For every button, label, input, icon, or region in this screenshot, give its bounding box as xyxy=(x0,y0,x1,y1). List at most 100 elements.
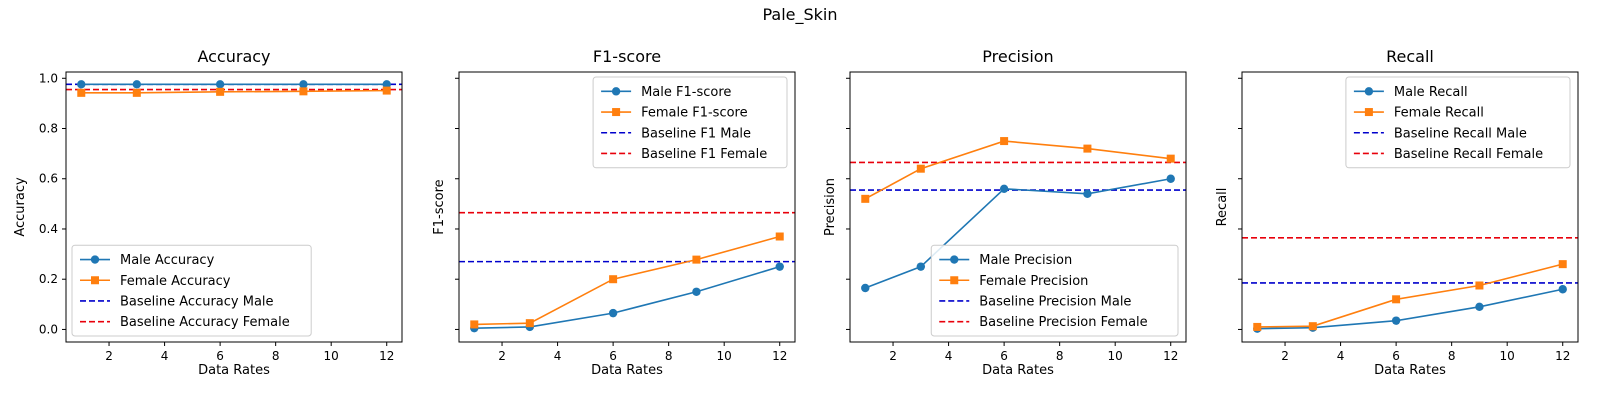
data-point-female xyxy=(77,88,86,97)
x-tick-label: 12 xyxy=(1163,349,1178,363)
legend-marker xyxy=(950,276,959,285)
x-tick-label: 2 xyxy=(105,349,113,363)
chart-title: Accuracy xyxy=(197,47,270,66)
data-point-female xyxy=(1308,322,1317,331)
legend-label: Male F1-score xyxy=(641,85,731,100)
legend-label: Baseline Recall Female xyxy=(1394,147,1543,162)
series-line-male xyxy=(1257,288,1563,330)
axes-frame xyxy=(65,71,403,343)
y-axis-label: Accuracy xyxy=(13,177,28,237)
x-tick-label: 12 xyxy=(379,349,394,363)
legend-box xyxy=(592,76,788,169)
x-axis-label: Data Rates xyxy=(1374,363,1446,378)
data-point-female xyxy=(382,86,391,95)
figure-title: Pale_Skin xyxy=(762,5,838,24)
x-tick-label: 2 xyxy=(1281,349,1289,363)
legend-label: Baseline Precision Female xyxy=(979,315,1147,330)
data-point-female xyxy=(132,88,141,97)
series-line-female xyxy=(1257,263,1563,328)
x-tick-label: 10 xyxy=(1108,349,1123,363)
chart-title: F1-score xyxy=(593,47,661,66)
axes-frame xyxy=(458,71,796,343)
data-point-female xyxy=(525,319,534,328)
data-point-male xyxy=(382,80,391,89)
legend: Male Recall Female Recall Baseline Recall … xyxy=(1345,76,1571,169)
data-point-female xyxy=(1558,260,1567,269)
axes-frame xyxy=(849,71,1187,343)
legend-label: Male Precision xyxy=(979,253,1072,268)
data-point-female xyxy=(1000,137,1009,146)
legend-label: Baseline F1 Female xyxy=(641,147,767,162)
y-tick-label: 0.6 xyxy=(39,172,58,186)
x-tick-label: 10 xyxy=(717,349,732,363)
legend-box xyxy=(71,244,312,337)
x-tick-label: 6 xyxy=(216,349,224,363)
data-point-male xyxy=(1558,285,1567,294)
legend-marker xyxy=(90,255,100,264)
legend-label: Baseline Precision Male xyxy=(979,294,1131,309)
data-point-female xyxy=(1253,322,1262,331)
legend-label: Male Accuracy xyxy=(120,253,215,268)
legend-label: Baseline F1 Male xyxy=(641,126,751,141)
data-point-female xyxy=(299,87,308,96)
data-point-male xyxy=(215,80,225,89)
chart-panel-4: Recall 2 4 6 8 10 12 Data Rates Recall Male Recal… xyxy=(1215,47,1579,378)
data-point-female xyxy=(775,232,784,241)
series-line-female xyxy=(81,89,387,94)
legend: Male F1-score Female F1-score Baseline F1 … xyxy=(592,76,788,169)
data-point-male xyxy=(861,283,870,293)
y-axis-label: Recall xyxy=(1215,188,1230,227)
x-tick-label: 10 xyxy=(324,349,339,363)
chart-title: Precision xyxy=(982,47,1053,66)
chart-panel-3: Precision 2 4 6 8 10 12 Data Rates Precision Male… xyxy=(823,47,1187,378)
chart-panel-2: F1-score 2 4 6 8 10 12 Data Rates F1-score Male F… xyxy=(432,47,796,378)
data-point-female xyxy=(1166,154,1175,163)
y-tick-label: 1.0 xyxy=(39,71,58,85)
x-tick-label: 2 xyxy=(889,349,897,363)
x-axis-label: Data Rates xyxy=(198,363,270,378)
data-point-male xyxy=(1166,174,1175,183)
x-tick-label: 8 xyxy=(1056,349,1064,363)
x-tick-label: 4 xyxy=(1337,349,1345,363)
y-axis-label: Precision xyxy=(823,178,838,236)
data-point-female xyxy=(916,164,925,173)
data-point-male xyxy=(999,184,1009,193)
legend-box xyxy=(1345,76,1571,169)
data-point-male xyxy=(1391,316,1401,325)
x-tick-label: 4 xyxy=(554,349,562,363)
legend-label: Female Accuracy xyxy=(120,274,231,289)
data-point-male xyxy=(1475,302,1484,312)
legend: Male Accuracy Female Accuracy Baseline Acc… xyxy=(71,244,312,337)
data-point-female xyxy=(861,194,870,203)
x-tick-label: 2 xyxy=(498,349,506,363)
legend-label: Baseline Accuracy Female xyxy=(120,315,290,330)
legend-label: Baseline Recall Male xyxy=(1394,126,1527,141)
x-tick-label: 6 xyxy=(609,349,617,363)
x-tick-label: 6 xyxy=(1392,349,1400,363)
legend-label: Baseline Accuracy Male xyxy=(120,294,274,309)
x-tick-label: 12 xyxy=(772,349,787,363)
data-point-female xyxy=(1475,281,1484,290)
legend-marker xyxy=(612,108,621,117)
x-axis-label: Data Rates xyxy=(982,363,1054,378)
y-axis-label: F1-score xyxy=(432,179,447,234)
x-tick-label: 10 xyxy=(1500,349,1515,363)
y-tick-label: 0.0 xyxy=(39,322,58,336)
legend-label: Male Recall xyxy=(1394,85,1468,100)
data-point-male xyxy=(1083,189,1092,199)
legend-marker xyxy=(950,255,959,264)
x-tick-label: 4 xyxy=(945,349,953,363)
x-axis-label: Data Rates xyxy=(591,363,663,378)
x-tick-label: 8 xyxy=(272,349,280,363)
data-point-male xyxy=(916,262,926,271)
data-point-male xyxy=(77,80,86,89)
data-point-male xyxy=(692,287,701,296)
legend-marker xyxy=(91,276,99,285)
data-point-female xyxy=(470,320,479,329)
chart-panel-1: Accuracy 2 4 6 8 10 12 0.0 0.2 0.4 0.6 0.8 1.0 Data R… xyxy=(13,47,403,378)
legend-box xyxy=(930,244,1179,337)
data-point-female xyxy=(1392,295,1401,304)
legend-label: Female F1-score xyxy=(641,106,748,121)
x-tick-label: 4 xyxy=(161,349,169,363)
